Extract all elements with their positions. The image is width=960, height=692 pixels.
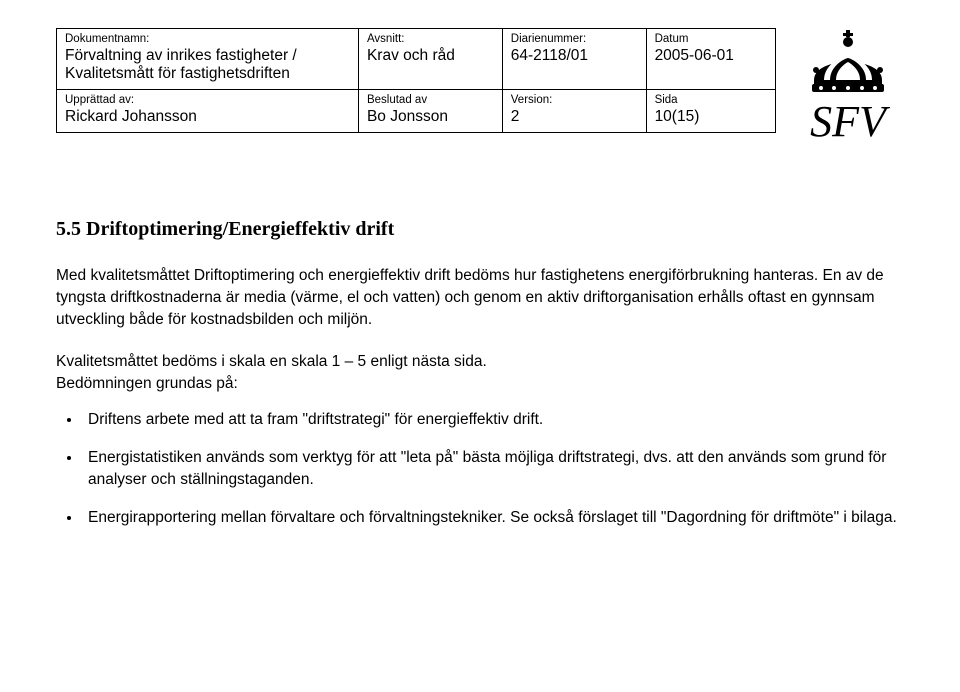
- version-value: 2: [511, 108, 638, 126]
- bullet-item: Driftens arbete med att ta fram "driftst…: [82, 409, 904, 431]
- created-value: Rickard Johansson: [65, 108, 350, 126]
- cell-page: Sida 10(15): [646, 90, 775, 133]
- decided-label: Beslutad av: [367, 94, 494, 106]
- cell-version: Version: 2: [502, 90, 646, 133]
- docname-label: Dokumentnamn:: [65, 33, 350, 45]
- version-label: Version:: [511, 94, 638, 106]
- header-row-2: Upprättad av: Rickard Johansson Beslutad…: [57, 90, 776, 133]
- paragraph-1: Med kvalitetsmåttet Driftoptimering och …: [56, 265, 904, 331]
- sfv-logo: SFV: [794, 28, 904, 148]
- cell-section: Avsnitt: Krav och råd: [358, 29, 502, 90]
- cell-decided: Beslutad av Bo Jonsson: [358, 90, 502, 133]
- docname-value-1: Förvaltning av inrikes fastigheter /: [65, 47, 350, 65]
- document-page: Dokumentnamn: Förvaltning av inrikes fas…: [0, 0, 960, 692]
- section-label: Avsnitt:: [367, 33, 494, 45]
- cell-diary: Diarienummer: 64-2118/01: [502, 29, 646, 90]
- date-label: Datum: [655, 33, 767, 45]
- logo-text: SFV: [810, 97, 891, 146]
- header-row: Dokumentnamn: Förvaltning av inrikes fas…: [56, 28, 904, 148]
- cell-date: Datum 2005-06-01: [646, 29, 775, 90]
- bullet-item: Energirapportering mellan förvaltare och…: [82, 507, 904, 529]
- paragraph-2: Kvalitetsmåttet bedöms i skala en skala …: [56, 351, 904, 395]
- created-label: Upprättad av:: [65, 94, 350, 106]
- date-value: 2005-06-01: [655, 47, 767, 65]
- para2-line-b: Bedömningen grundas på:: [56, 375, 238, 392]
- bullet-item: Energistatistiken används som verktyg fö…: [82, 447, 904, 491]
- diary-label: Diarienummer:: [511, 33, 638, 45]
- cell-created: Upprättad av: Rickard Johansson: [57, 90, 359, 133]
- cell-docname: Dokumentnamn: Förvaltning av inrikes fas…: [57, 29, 359, 90]
- page-value: 10(15): [655, 108, 767, 126]
- crown-icon: SFV: [794, 28, 904, 148]
- section-title: 5.5 Driftoptimering/Energieffektiv drift: [56, 218, 904, 241]
- diary-value: 64-2118/01: [511, 47, 638, 65]
- header-table: Dokumentnamn: Förvaltning av inrikes fas…: [56, 28, 776, 133]
- page-label: Sida: [655, 94, 767, 106]
- bullet-list: Driftens arbete med att ta fram "driftst…: [56, 409, 904, 529]
- section-value: Krav och råd: [367, 47, 494, 65]
- decided-value: Bo Jonsson: [367, 108, 494, 126]
- docname-value-2: Kvalitetsmått för fastighetsdriften: [65, 65, 350, 83]
- para2-line-a: Kvalitetsmåttet bedöms i skala en skala …: [56, 353, 487, 370]
- header-row-1: Dokumentnamn: Förvaltning av inrikes fas…: [57, 29, 776, 90]
